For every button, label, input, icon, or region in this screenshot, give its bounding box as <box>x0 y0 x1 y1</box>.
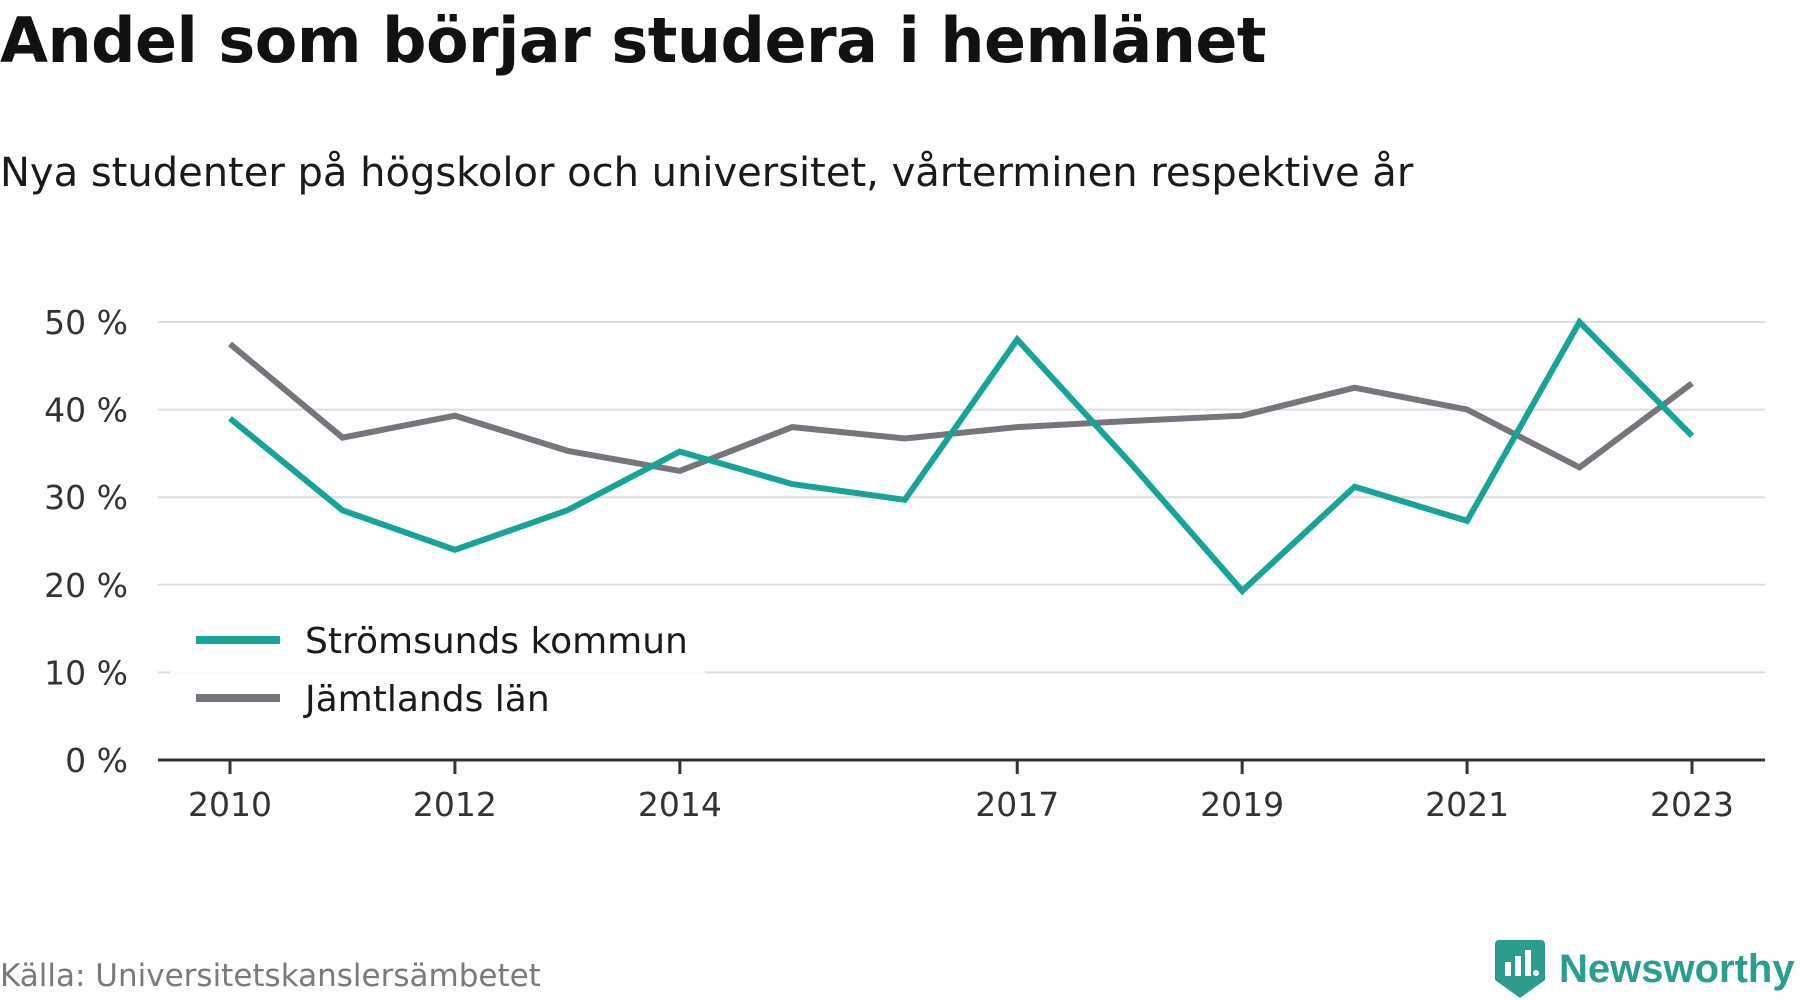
legend-label-1: Strömsunds kommun <box>305 621 688 662</box>
series-line-1 <box>228 317 1695 596</box>
y-tick-label: 30 % <box>44 478 128 517</box>
chart-subtitle: Nya studenter på högskolor och universit… <box>0 150 1414 196</box>
y-tick-label: 20 % <box>44 566 128 605</box>
legend-background <box>170 606 705 734</box>
newsworthy-logo-icon <box>1495 940 1545 998</box>
brand-logo: Newsworthy <box>1495 940 1795 998</box>
y-tick-label: 0 % <box>65 741 128 780</box>
y-tick-label: 50 % <box>44 303 128 342</box>
x-tick-label: 2014 <box>638 785 722 824</box>
source-note: Källa: Universitetskanslersämbetet <box>0 958 541 994</box>
y-tick-label: 10 % <box>44 653 128 692</box>
series-lines <box>228 317 1695 596</box>
legend: Strömsunds kommun Jämtlands län <box>170 606 705 734</box>
y-tick-label: 40 % <box>44 391 128 430</box>
brand-name: Newsworthy <box>1559 946 1795 991</box>
x-tick-label: 2012 <box>413 785 497 824</box>
x-axis: 2010 2012 2014 2017 2019 2021 2023 <box>158 758 1765 824</box>
x-tick-label: 2021 <box>1425 785 1509 824</box>
x-tick-label: 2010 <box>188 785 272 824</box>
x-tick-label: 2023 <box>1650 785 1734 824</box>
chart-title: Andel som börjar studera i hemlänet <box>0 4 1267 77</box>
x-tick-label: 2017 <box>975 785 1059 824</box>
legend-label-2: Jämtlands län <box>303 679 550 720</box>
grid-lines: 0 % 10 % 20 % 30 % 40 % 50 % <box>44 303 1765 780</box>
x-tick-label: 2019 <box>1200 785 1284 824</box>
series-line-2 <box>228 341 1694 475</box>
